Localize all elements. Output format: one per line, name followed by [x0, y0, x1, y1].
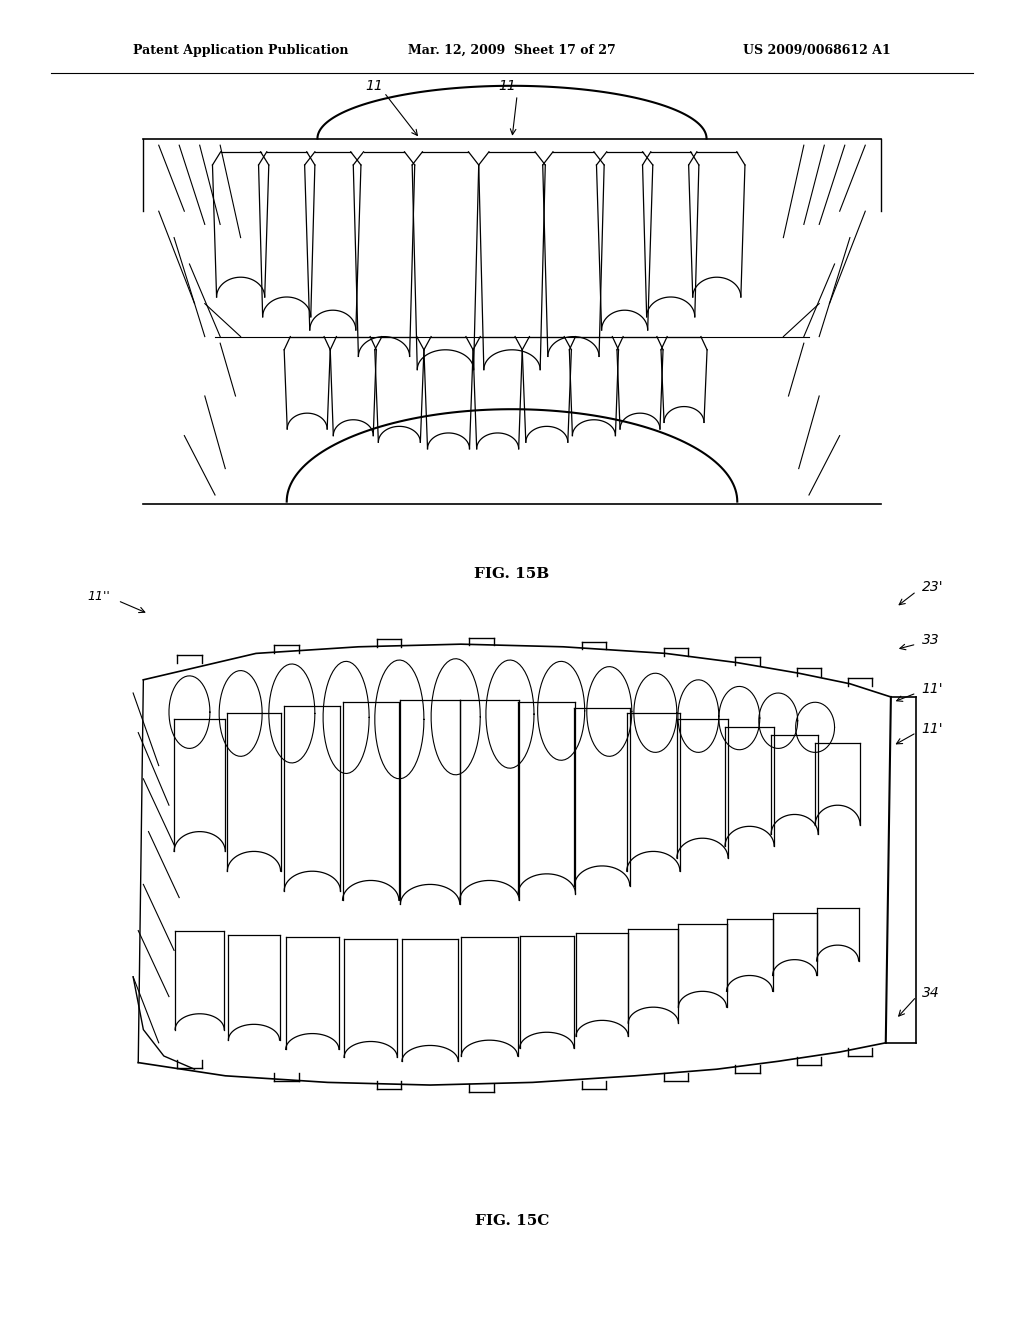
- Text: 11': 11': [922, 722, 943, 735]
- Text: US 2009/0068612 A1: US 2009/0068612 A1: [743, 44, 891, 57]
- Text: 11: 11: [365, 79, 383, 92]
- Text: 11: 11: [498, 79, 516, 92]
- Text: 11'': 11'': [88, 590, 111, 603]
- Text: 11': 11': [922, 682, 943, 696]
- Text: FIG. 15B: FIG. 15B: [474, 568, 550, 581]
- Text: 33: 33: [922, 634, 939, 647]
- Text: FIG. 15C: FIG. 15C: [475, 1214, 549, 1228]
- Text: 23': 23': [922, 581, 943, 594]
- Text: 34: 34: [922, 986, 939, 999]
- Text: Mar. 12, 2009  Sheet 17 of 27: Mar. 12, 2009 Sheet 17 of 27: [409, 44, 615, 57]
- Text: Patent Application Publication: Patent Application Publication: [133, 44, 348, 57]
